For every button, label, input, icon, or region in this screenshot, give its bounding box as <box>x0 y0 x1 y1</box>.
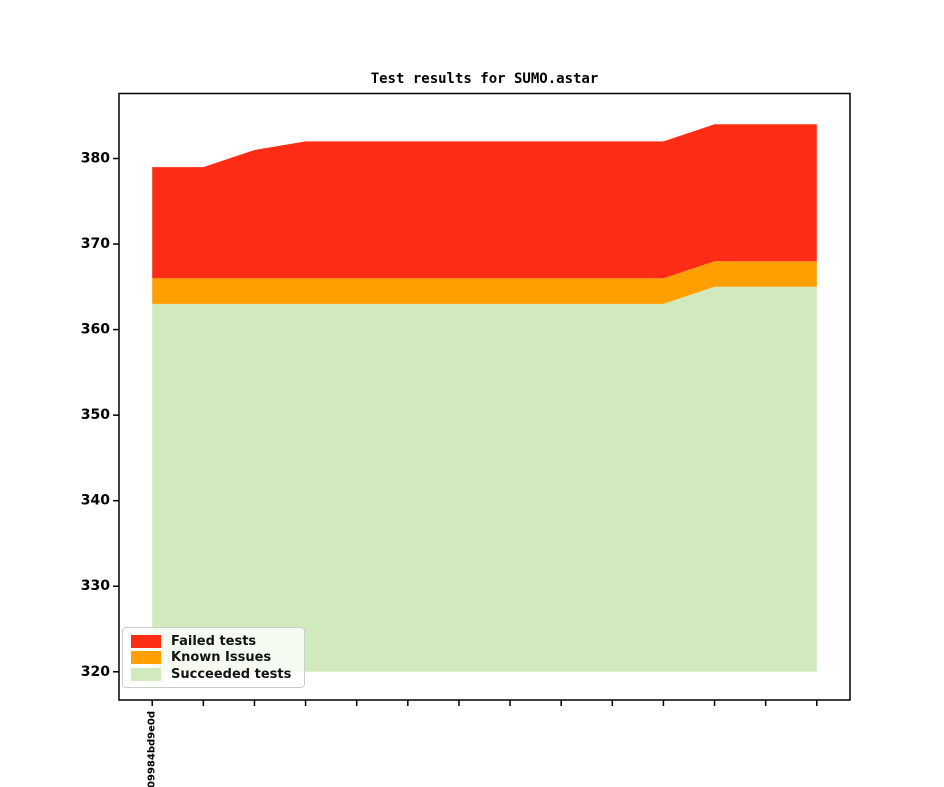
legend-label: Failed tests <box>171 633 257 649</box>
chart-title: Test results for SUMO.astar <box>370 71 599 87</box>
legend-swatch <box>131 667 161 681</box>
legend-label: Succeeded tests <box>171 666 292 682</box>
y-tick-label: 360 <box>81 322 110 338</box>
y-tick-label: 380 <box>81 151 110 167</box>
legend-swatch <box>131 651 161 664</box>
y-tick-label: 340 <box>81 493 110 509</box>
axes-frame <box>118 92 851 701</box>
x-tick-label: 09984bd9e0d <box>147 711 158 787</box>
y-tick-label: 370 <box>81 236 110 252</box>
legend-label: Known Issues <box>171 650 272 665</box>
area-failed-tests <box>152 124 817 279</box>
legend: Failed tests Known Issues Succeeded tests <box>122 627 305 688</box>
y-tick-label: 350 <box>81 407 110 423</box>
y-tick-label: 320 <box>81 664 110 680</box>
y-tick-label: 330 <box>81 578 110 594</box>
area-succeeded-tests <box>152 286 817 672</box>
legend-swatch <box>131 634 161 648</box>
legend-item: Failed tests <box>131 633 296 649</box>
legend-item: Known Issues <box>131 651 296 664</box>
area-known-issues <box>152 261 817 304</box>
legend-item: Succeeded tests <box>131 666 296 682</box>
